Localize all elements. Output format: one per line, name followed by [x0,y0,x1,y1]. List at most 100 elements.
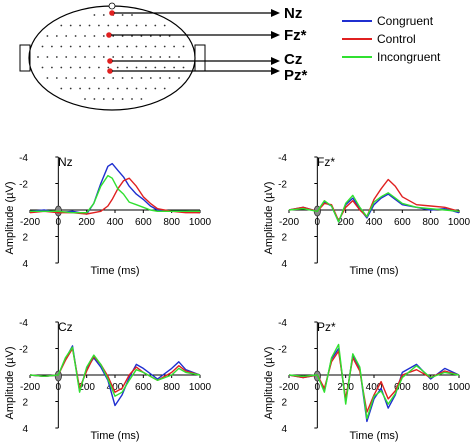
electrode-dot-105 [163,87,166,90]
electrode-dot-102 [135,87,138,90]
electrode-dot-58 [140,56,143,58]
electrode-dot-68 [88,66,91,69]
electrode-dot-93 [178,77,180,79]
y-tick-label-pz-1: -2 [278,345,287,356]
x-tick-label-cz-4: 600 [135,382,152,393]
legend-label-incongruent: Incongruent [377,50,441,64]
y-tick-label-nz-3: 2 [22,233,28,244]
electrode-dot-37 [98,45,100,48]
electrode-dot-4 [131,14,133,16]
x-tick-label-cz-2: 200 [78,382,95,393]
x-tick-label-fz-2: 200 [337,217,354,228]
label-pz: Pz* [284,67,308,84]
electrode-dot-33 [60,45,63,48]
electrode-dot-1 [102,14,105,16]
y-axis-title-nz: Amplitude (µV) [4,182,16,255]
electrode-dot-15 [154,24,157,27]
electrode-dot-32 [51,45,53,48]
y-tick-label-fz-0: -4 [278,153,287,164]
series-line-cz-incongruent [29,346,201,397]
electrode-dot-3 [121,14,124,16]
electrode-dot-85 [102,77,105,79]
electrode-dot-74 [145,66,147,69]
nose-marker [108,2,116,10]
x-tick-label-cz-1: 0 [56,382,62,393]
y-tick-label-cz-3: 2 [22,398,28,409]
arrowhead-nz [271,9,280,17]
x-tick-label-fz-5: 800 [422,217,439,228]
x-tick-label-pz-1: 0 [315,382,321,393]
electrode-dot-51 [74,56,77,58]
electrode-dot-94 [60,87,63,90]
x-tick-label-fz-6: 1000 [448,217,471,228]
electrode-dot-54 [102,56,105,58]
x-tick-label-nz-5: 800 [163,217,180,228]
electrode-dot-108 [102,98,105,100]
y-tick-label-nz-1: -2 [19,180,28,191]
electrode-dot-16 [163,24,166,27]
electrode-dot-89 [140,77,143,79]
electrode-dot-91 [159,77,162,79]
panel-label-pz: Pz* [317,320,336,334]
electrode-dot-55 [112,56,115,58]
electrode-dot-44 [163,45,166,48]
electrode-dot-23 [102,35,105,37]
series-line-fz-control [288,178,460,222]
electrode-dot-80 [55,77,58,79]
y-tick-label-fz-4: 4 [281,259,287,270]
x-tick-label-nz-0: -200 [20,217,40,228]
onset-marker-cz [54,370,62,382]
electrode-dot-111 [131,98,133,100]
y-tick-label-fz-1: -2 [278,180,287,191]
electrode-dot-12 [126,24,128,27]
x-tick-label-fz-1: 0 [315,217,321,228]
arrowhead-fz [271,31,280,39]
legend: Congruent Control Incongruent [342,14,441,64]
electrode-dot-21 [84,35,86,37]
electrode-dot-87 [121,77,124,79]
electrode-grid [37,14,185,100]
y-tick-label-cz-4: 4 [22,424,28,435]
electrode-dot-66 [69,66,72,69]
electrode-dot-5 [60,24,63,27]
electrode-dot-61 [168,56,171,58]
series-line-pz-control [288,350,460,413]
electrode-dot-53 [93,56,96,58]
x-tick-label-cz-3: 400 [107,382,124,393]
electrode-dot-11 [116,24,119,27]
x-axis-title-pz: Time (ms) [349,430,398,442]
electrode-dot-42 [145,45,147,48]
electrode-fz [106,32,112,38]
electrode-dot-40 [126,45,128,48]
electrode-dot-52 [84,56,86,58]
electrode-dot-19 [65,35,68,37]
x-tick-label-nz-6: 1000 [189,217,212,228]
x-axis-title-nz: Time (ms) [90,265,139,277]
electrode-dot-38 [107,45,110,48]
y-axis-title-pz: Amplitude (µV) [263,347,275,420]
x-tick-label-cz-6: 1000 [189,382,212,393]
x-tick-label-pz-6: 1000 [448,382,471,393]
x-tick-label-pz-4: 600 [394,382,411,393]
electrode-dot-76 [163,66,166,69]
electrode-dot-77 [173,66,176,69]
y-tick-label-cz-1: -2 [19,345,28,356]
electrode-dot-110 [121,98,124,100]
electrode-dot-45 [173,45,176,48]
legend-label-congruent: Congruent [377,14,434,28]
x-tick-label-cz-5: 800 [163,382,180,393]
electrode-dot-0 [93,14,96,16]
electrode-nz [109,10,115,16]
electrode-dot-97 [88,87,91,90]
electrode-dot-70 [107,66,110,69]
electrode-dot-10 [107,24,110,27]
series-line-fz-incongruent [288,192,460,223]
panel-cz: -4 -2 2 4 -200 0 200 400 600 800 1000 Cz Time (ms) Am… [4,318,212,442]
electrode-dot-62 [178,56,180,58]
electrode-dot-75 [154,66,157,69]
electrode-dot-79 [46,77,49,79]
electrode-dot-64 [51,66,53,69]
electrode-dot-98 [98,87,100,90]
legend-label-control: Control [377,32,416,46]
x-axis-title-cz: Time (ms) [90,430,139,442]
